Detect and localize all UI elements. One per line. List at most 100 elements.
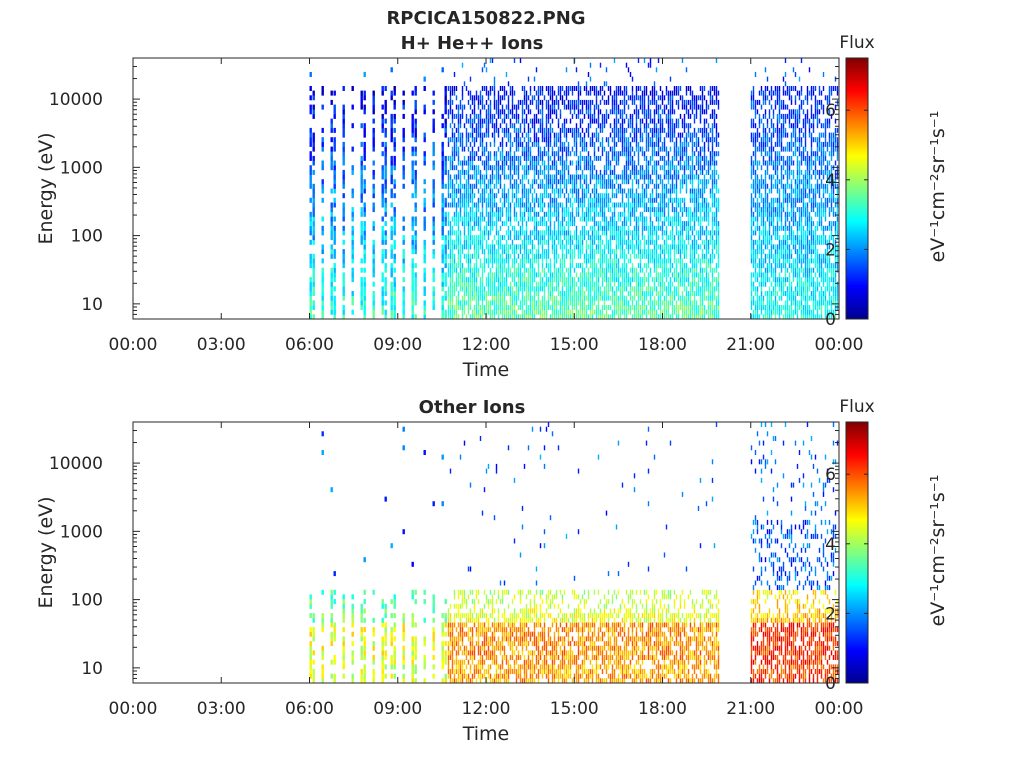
flux-cell — [547, 225, 550, 231]
flux-cell — [507, 113, 510, 119]
flux-cell — [665, 258, 668, 264]
flux-cell — [551, 272, 554, 278]
flux-cell — [587, 202, 590, 208]
flux-cell — [665, 309, 668, 315]
flux-cell — [667, 95, 670, 101]
flux-cell — [414, 281, 417, 287]
flux-cell — [673, 197, 676, 203]
flux-cell — [671, 132, 674, 138]
flux-cell — [631, 239, 634, 245]
flux-cell — [489, 141, 492, 147]
flux-cell — [390, 244, 393, 250]
flux-cell — [495, 118, 498, 124]
flux-cell — [527, 202, 530, 208]
flux-cell — [621, 272, 624, 278]
flux-cell — [511, 90, 514, 96]
flux-cell — [671, 225, 674, 231]
flux-cell — [541, 305, 544, 310]
flux-cell — [677, 230, 680, 236]
flux-cell — [503, 244, 506, 250]
flux-cell — [444, 239, 447, 245]
flux-cell — [503, 169, 506, 175]
flux-cell — [655, 127, 658, 133]
flux-cell — [465, 239, 468, 245]
flux-cell — [457, 277, 460, 283]
flux-cell — [587, 211, 590, 217]
flux-cell — [523, 253, 526, 259]
flux-cell — [621, 235, 624, 241]
flux-cell — [531, 207, 534, 213]
flux-cell — [623, 258, 626, 264]
flux-cell — [351, 300, 354, 306]
flux-cell — [497, 146, 500, 152]
flux-cell — [593, 211, 596, 217]
flux-cell — [669, 235, 672, 241]
flux-cell — [647, 174, 650, 180]
flux-cell — [585, 244, 588, 250]
flux-cell — [444, 165, 447, 171]
flux-cell — [483, 165, 486, 171]
flux-cell — [577, 300, 580, 306]
flux-cell — [333, 230, 336, 236]
flux-cell — [521, 291, 524, 296]
flux-cell — [627, 309, 630, 315]
flux-cell — [539, 230, 542, 236]
flux-cell — [553, 99, 556, 105]
flux-cell — [493, 295, 496, 301]
flux-cell — [685, 207, 688, 213]
flux-cell — [535, 67, 538, 73]
flux-cell — [525, 169, 528, 175]
flux-cell — [513, 249, 516, 255]
flux-cell — [579, 235, 582, 241]
flux-cell — [549, 258, 552, 264]
flux-cell — [601, 291, 604, 296]
flux-cell — [521, 300, 524, 306]
flux-cell — [619, 202, 622, 208]
flux-cell — [617, 244, 620, 250]
flux-cell — [625, 160, 628, 166]
flux-cell — [565, 314, 568, 319]
flux-cell — [555, 267, 558, 273]
flux-cell — [655, 225, 658, 231]
flux-cell — [543, 169, 546, 175]
flux-cell — [384, 309, 387, 315]
flux-cell — [587, 258, 590, 264]
flux-cell — [499, 155, 502, 161]
flux-cell — [381, 309, 384, 315]
flux-cell — [649, 295, 652, 301]
flux-cell — [467, 277, 470, 283]
flux-cell — [617, 104, 620, 110]
flux-cell — [559, 155, 562, 161]
flux-cell — [451, 99, 454, 105]
flux-cell — [519, 123, 522, 129]
flux-cell — [493, 235, 496, 241]
flux-cell — [471, 253, 474, 259]
flux-cell — [501, 86, 504, 91]
flux-cell — [537, 272, 540, 278]
flux-cell — [503, 155, 506, 161]
flux-cell — [565, 309, 568, 315]
flux-cell — [527, 286, 530, 292]
flux-cell — [330, 155, 333, 161]
flux-cell — [411, 146, 414, 152]
flux-cell — [457, 174, 460, 180]
flux-cell — [493, 151, 496, 157]
flux-cell — [615, 118, 618, 124]
flux-cell — [637, 295, 640, 301]
flux-cell — [685, 305, 688, 310]
flux-cell — [625, 99, 628, 105]
flux-cell — [515, 118, 518, 124]
flux-cell — [659, 137, 662, 143]
flux-cell — [613, 109, 616, 115]
flux-cell — [675, 225, 678, 231]
flux-cell — [633, 267, 636, 273]
flux-cell — [453, 202, 456, 208]
flux-cell — [657, 281, 660, 287]
flux-cell — [473, 118, 476, 124]
flux-cell — [463, 169, 466, 175]
flux-cell — [613, 174, 616, 180]
flux-cell — [607, 207, 610, 213]
flux-cell — [635, 286, 638, 292]
flux-cell — [457, 244, 460, 250]
flux-cell — [623, 253, 626, 259]
